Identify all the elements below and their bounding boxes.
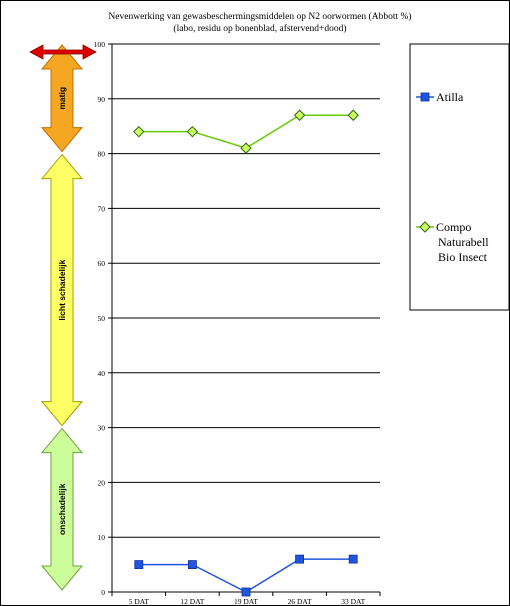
x-tick-label: 5 DAT <box>129 597 150 606</box>
series <box>133 109 359 597</box>
band-arrow-onschadelijk <box>40 427 84 591</box>
data-point <box>347 109 359 121</box>
y-tick-label: 90 <box>98 95 106 104</box>
y-tick-label: 20 <box>98 478 106 487</box>
legend-label: Naturabell <box>438 235 489 249</box>
band-label-onschadelijk: onschadelijk <box>57 483 67 535</box>
x-tick-label: 12 DAT <box>180 597 204 606</box>
gridlines <box>112 43 380 538</box>
legend-box <box>409 43 510 311</box>
y-tick-label: 10 <box>98 533 106 542</box>
chart-subtitle: (labo, residu op bonenblad, afstervend+d… <box>173 23 346 34</box>
y-tick-label: 100 <box>94 40 106 49</box>
top-range-arrow <box>29 44 97 60</box>
data-point <box>295 554 305 564</box>
data-point <box>293 109 306 121</box>
y-tick-label: 60 <box>98 259 106 268</box>
legend-label: Bio Insect <box>438 250 488 264</box>
band-label-licht-schadelijk: licht schadelijk <box>57 259 67 320</box>
legend-marker <box>419 221 431 233</box>
legend-label: Atilla <box>436 90 464 104</box>
band-label-matig: matig <box>57 87 67 110</box>
y-tick-label: 30 <box>98 424 106 433</box>
data-point <box>187 560 197 569</box>
data-point <box>134 560 144 569</box>
chart-title: Nevenwerking van gewasbeschermingsmiddel… <box>108 11 411 22</box>
band-arrow-licht-schadelijk <box>40 153 84 427</box>
risk-bands: matig licht schadelijk onschadelijk <box>29 44 97 591</box>
y-tick-label: 70 <box>98 204 106 213</box>
data-point <box>133 125 145 138</box>
band-arrow-matig <box>40 44 84 153</box>
legend-label: Compo <box>436 220 471 234</box>
x-tick-label: 33 DAT <box>341 597 365 606</box>
data-point <box>348 554 358 564</box>
y-tick-label: 50 <box>98 314 106 323</box>
data-point <box>240 142 252 154</box>
y-tick-label: 40 <box>98 369 106 378</box>
data-point <box>186 125 199 138</box>
y-tick-label: 80 <box>98 150 106 159</box>
legend-marker <box>420 92 430 102</box>
y-tick-label: 0 <box>101 588 105 597</box>
data-point <box>241 587 251 597</box>
x-tick-label: 19 DAT <box>234 597 258 606</box>
x-tick-label: 26 DAT <box>288 597 312 606</box>
